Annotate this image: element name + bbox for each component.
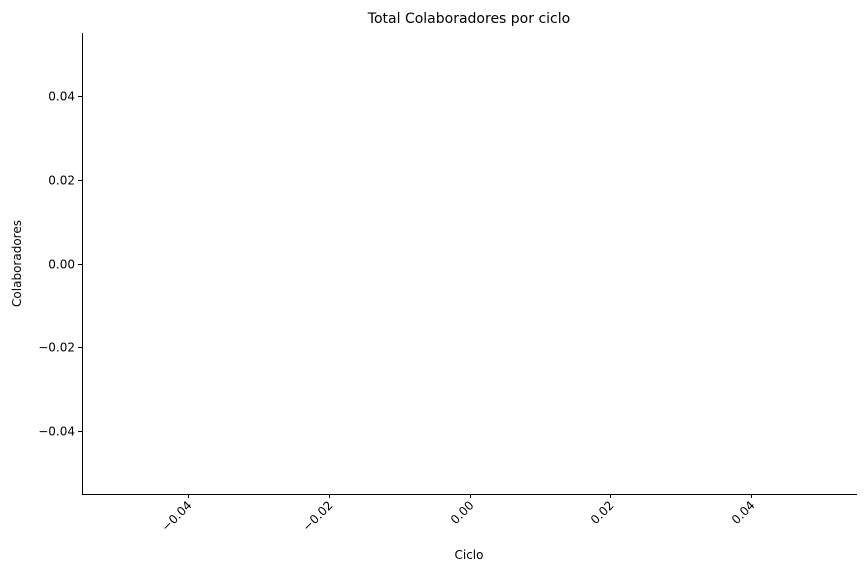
chart-title: Total Colaboradores por ciclo <box>367 11 570 27</box>
y-tick-label: −0.02 <box>38 341 75 355</box>
x-axis-title: Ciclo <box>455 548 484 562</box>
y-tick-label: −0.04 <box>38 425 75 439</box>
y-tick-label: 0.00 <box>48 258 75 272</box>
y-axis-title: Colaboradores <box>10 220 24 307</box>
y-tick-label: 0.04 <box>48 90 75 104</box>
y-ticks: −0.04 −0.02 0.00 0.02 0.04 <box>38 90 82 439</box>
y-tick-label: 0.02 <box>48 174 75 188</box>
